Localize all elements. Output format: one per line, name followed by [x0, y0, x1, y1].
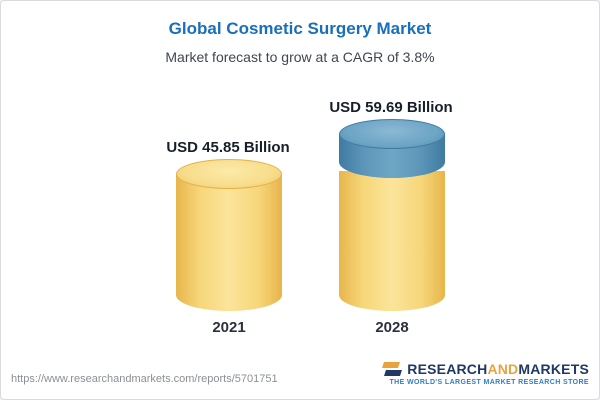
logo-icon [382, 361, 403, 377]
logo-tagline: THE WORLD'S LARGEST MARKET RESEARCH STOR… [389, 379, 589, 386]
chart-subtitle: Market forecast to grow at a CAGR of 3.8… [165, 49, 435, 65]
logo-text: RESEARCHANDMARKETS [407, 361, 589, 377]
logo-part-research: RESEARCH [407, 361, 488, 377]
value-label-2021: USD 45.85 Billion [166, 139, 290, 156]
bar-2021-top [176, 159, 282, 189]
category-label-2028: 2028 [375, 319, 409, 336]
chart-title: Global Cosmetic Surgery Market [168, 19, 432, 38]
logo-part-and: AND [487, 361, 519, 377]
bar-2021-body [176, 174, 282, 311]
value-label-2028: USD 59.69 Billion [329, 99, 453, 116]
source-url[interactable]: https://www.researchandmarkets.com/repor… [11, 373, 278, 385]
research-and-markets-logo[interactable]: RESEARCHANDMARKETS THE WORLD'S LARGEST M… [382, 361, 589, 386]
logo-part-markets: MARKETS [518, 361, 589, 377]
bar-2028-top [339, 119, 445, 149]
bar-2028-base-body [339, 171, 445, 311]
category-label-2021: 2021 [212, 319, 246, 336]
